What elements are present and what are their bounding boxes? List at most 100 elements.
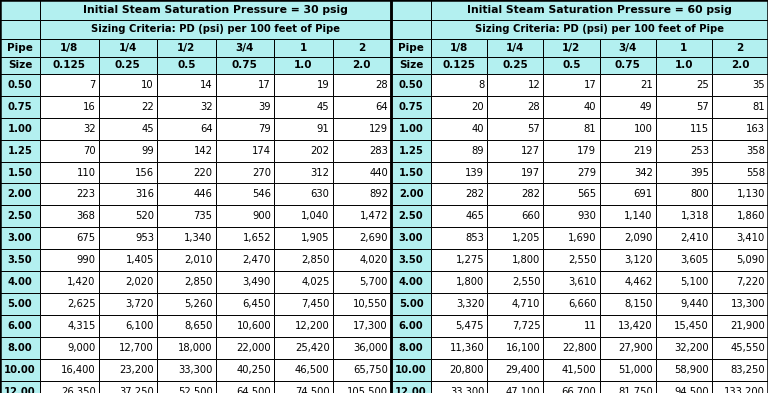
Bar <box>274 162 333 184</box>
Bar <box>543 271 600 293</box>
Bar <box>157 337 216 359</box>
Bar <box>600 315 656 337</box>
Bar <box>216 227 274 249</box>
Bar <box>98 249 157 271</box>
Bar <box>0 20 40 39</box>
Text: 253: 253 <box>690 146 709 156</box>
Bar <box>98 39 157 57</box>
Text: 4.00: 4.00 <box>399 277 423 287</box>
Bar <box>391 162 431 184</box>
Text: Sizing Criteria: PD (psi) per 100 feet of Pipe: Sizing Criteria: PD (psi) per 100 feet o… <box>475 24 724 35</box>
Bar <box>0 249 40 271</box>
Text: 7,450: 7,450 <box>301 299 329 309</box>
Text: 1.50: 1.50 <box>399 167 423 178</box>
Text: 10,600: 10,600 <box>237 321 271 331</box>
Bar <box>157 271 216 293</box>
Text: 1/2: 1/2 <box>177 43 195 53</box>
Text: 2,850: 2,850 <box>301 255 329 265</box>
Text: 6.00: 6.00 <box>399 321 423 331</box>
Text: 17: 17 <box>258 80 271 90</box>
Text: 1,140: 1,140 <box>624 211 653 221</box>
Bar <box>600 249 656 271</box>
Bar <box>656 162 712 184</box>
Text: 4,710: 4,710 <box>512 299 541 309</box>
Text: 3,605: 3,605 <box>680 255 709 265</box>
Bar <box>274 227 333 249</box>
Bar <box>157 184 216 206</box>
Text: 465: 465 <box>465 211 484 221</box>
Bar <box>712 293 768 315</box>
Text: 197: 197 <box>521 167 541 178</box>
Text: 2,010: 2,010 <box>184 255 213 265</box>
Text: 953: 953 <box>135 233 154 243</box>
Text: 316: 316 <box>135 189 154 200</box>
Text: 312: 312 <box>310 167 329 178</box>
Text: 219: 219 <box>634 146 653 156</box>
Bar <box>157 293 216 315</box>
Bar <box>40 315 98 337</box>
Text: 13,300: 13,300 <box>730 299 765 309</box>
Bar <box>431 74 487 96</box>
Text: 6,660: 6,660 <box>568 299 597 309</box>
Bar <box>0 359 40 380</box>
Text: 8,650: 8,650 <box>184 321 213 331</box>
Bar <box>274 184 333 206</box>
Text: 2.0: 2.0 <box>353 61 371 70</box>
Bar <box>40 184 98 206</box>
Bar <box>487 96 543 118</box>
Bar <box>656 271 712 293</box>
Bar <box>712 359 768 380</box>
Bar <box>333 140 391 162</box>
Bar <box>431 184 487 206</box>
Text: 675: 675 <box>76 233 95 243</box>
Text: 4,462: 4,462 <box>624 277 653 287</box>
Text: 6,450: 6,450 <box>243 299 271 309</box>
Text: 1: 1 <box>680 43 687 53</box>
Bar <box>712 118 768 140</box>
Text: 14: 14 <box>200 80 213 90</box>
Bar <box>0 39 40 57</box>
Text: 83,250: 83,250 <box>730 365 765 375</box>
Bar <box>157 140 216 162</box>
Text: 45: 45 <box>317 102 329 112</box>
Bar <box>431 96 487 118</box>
Text: 57: 57 <box>528 124 541 134</box>
Text: 12.00: 12.00 <box>396 387 427 393</box>
Bar <box>543 315 600 337</box>
Bar <box>600 118 656 140</box>
Text: 29,400: 29,400 <box>505 365 541 375</box>
Text: 3,490: 3,490 <box>243 277 271 287</box>
Text: 17: 17 <box>584 80 597 90</box>
Text: 1,040: 1,040 <box>301 211 329 221</box>
Text: 800: 800 <box>690 189 709 200</box>
Text: Pipe: Pipe <box>7 43 33 53</box>
Bar <box>0 140 40 162</box>
Bar <box>600 96 656 118</box>
Bar <box>216 74 274 96</box>
Text: 11: 11 <box>584 321 597 331</box>
Text: 3.00: 3.00 <box>399 233 423 243</box>
Bar <box>543 380 600 393</box>
Text: 2,625: 2,625 <box>67 299 95 309</box>
Bar <box>0 380 40 393</box>
Bar <box>98 140 157 162</box>
Text: 1.0: 1.0 <box>674 61 693 70</box>
Text: 1/4: 1/4 <box>118 43 137 53</box>
Bar <box>600 57 656 74</box>
Bar <box>391 184 431 206</box>
Text: 5,475: 5,475 <box>455 321 484 331</box>
Text: 395: 395 <box>690 167 709 178</box>
Bar <box>157 74 216 96</box>
Bar <box>712 206 768 227</box>
Text: 20,800: 20,800 <box>450 365 484 375</box>
Text: 223: 223 <box>77 189 95 200</box>
Bar <box>216 140 274 162</box>
Bar <box>391 57 431 74</box>
Text: 163: 163 <box>746 124 765 134</box>
Text: 64,500: 64,500 <box>237 387 271 393</box>
Bar <box>431 206 487 227</box>
Text: 3/4: 3/4 <box>618 43 637 53</box>
Bar <box>157 118 216 140</box>
Text: 565: 565 <box>578 189 597 200</box>
Text: 3,410: 3,410 <box>737 233 765 243</box>
